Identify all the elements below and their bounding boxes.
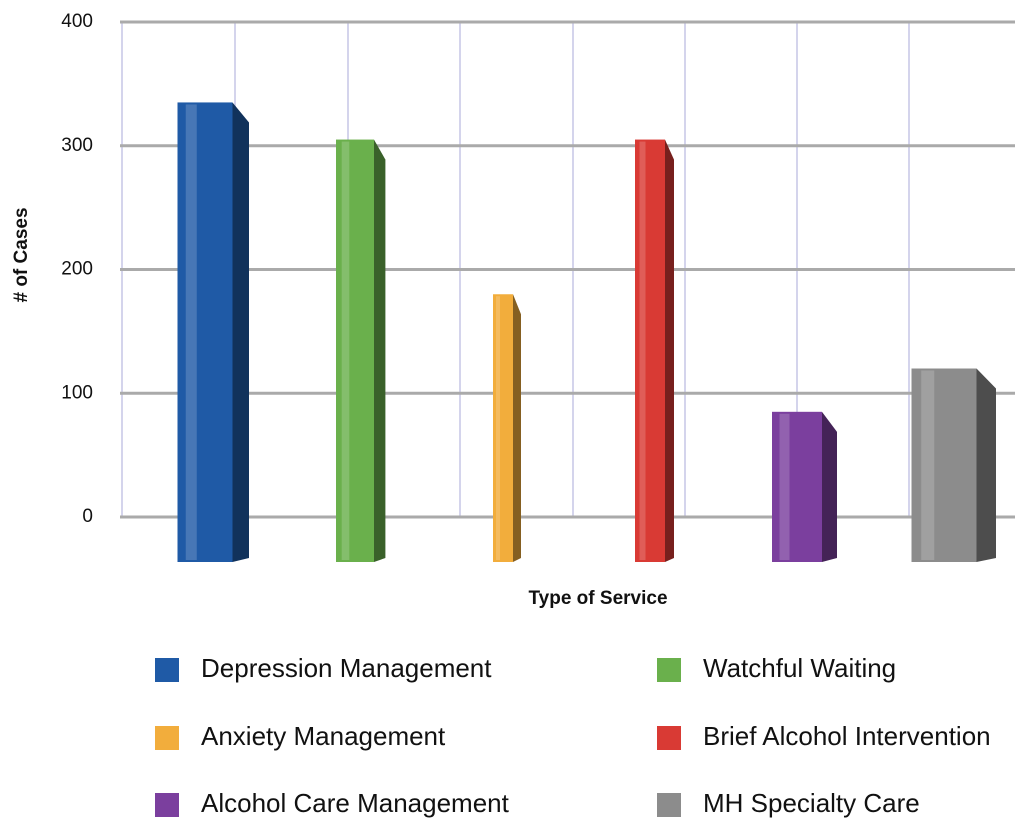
legend-label: Alcohol Care Management — [201, 788, 510, 818]
legend-label: Watchful Waiting — [703, 653, 896, 683]
bar — [336, 139, 386, 562]
bar-highlight — [341, 141, 350, 560]
bar-highlight — [779, 413, 790, 560]
y-axis-title: # of Cases — [11, 207, 32, 302]
y-tick-label: 100 — [61, 382, 93, 403]
bar-side — [976, 368, 996, 562]
bar-front — [911, 368, 977, 562]
legend-label: Anxiety Management — [201, 721, 446, 751]
legend-swatch — [155, 726, 179, 750]
bar-highlight — [921, 370, 935, 560]
bar-highlight — [639, 141, 646, 560]
bar-side — [822, 411, 837, 562]
legend-swatch — [657, 793, 681, 817]
bar-highlight — [185, 104, 197, 560]
bar-highlight — [496, 296, 500, 560]
legend-swatch — [155, 658, 179, 682]
bar-side — [374, 139, 386, 562]
bar — [911, 368, 996, 562]
bar — [493, 294, 521, 562]
bar-front — [177, 102, 233, 562]
legend-label: MH Specialty Care — [703, 788, 920, 818]
y-tick-label: 0 — [82, 506, 93, 527]
bar-front — [772, 411, 822, 562]
y-tick-label: 300 — [61, 135, 93, 156]
y-tick-label: 400 — [61, 11, 93, 32]
bar — [177, 102, 249, 562]
legend-swatch — [657, 658, 681, 682]
y-tick-label: 200 — [61, 259, 93, 280]
legend-swatch — [155, 793, 179, 817]
bar-front — [336, 139, 374, 562]
bar-side — [665, 139, 674, 562]
bar-front — [635, 139, 665, 562]
bar-front — [493, 294, 513, 562]
bar — [635, 139, 674, 562]
bar — [772, 411, 837, 562]
legend-label: Depression Management — [201, 653, 492, 683]
legend-label: Brief Alcohol Intervention — [703, 721, 991, 751]
x-axis-title: Type of Service — [528, 588, 667, 609]
legend-swatch — [657, 726, 681, 750]
bar-side — [232, 102, 249, 562]
bar-side — [513, 294, 521, 562]
